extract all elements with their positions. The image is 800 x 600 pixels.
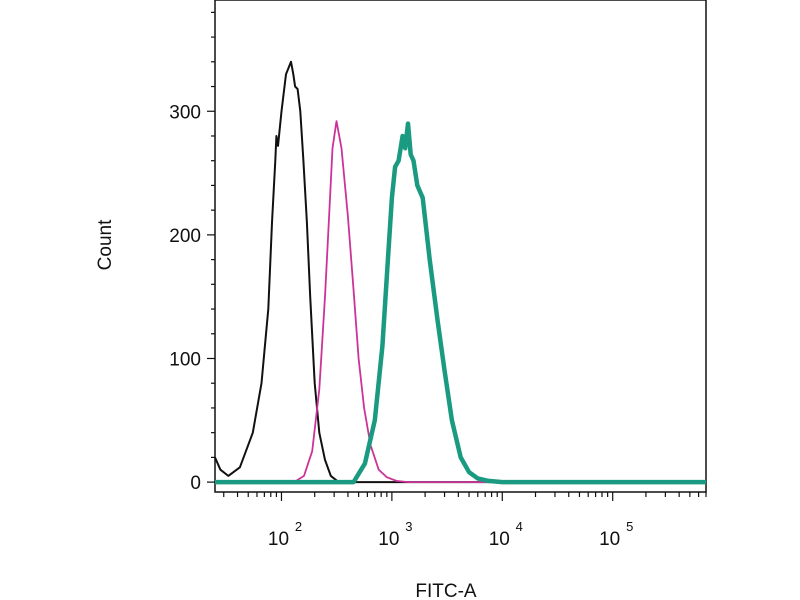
y-axis-ticks: 0 100 200 300 (169, 11, 215, 494)
plot-frame (214, 0, 707, 493)
x-tick-label: 10 (268, 529, 289, 550)
y-tick-label: 200 (169, 226, 201, 247)
series-layer (214, 60, 706, 485)
x-tick-label: 10 (489, 529, 510, 550)
histogram-series-1 (214, 60, 706, 484)
x-tick-label: 10 (378, 529, 399, 550)
y-tick-label: 100 (169, 349, 201, 370)
histogram-series-2 (215, 120, 706, 484)
y-tick-label: 0 (190, 473, 201, 494)
x-tick-exponent: 5 (626, 519, 633, 534)
x-tick-exponent: 3 (405, 519, 412, 534)
x-tick-label: 10 (599, 529, 620, 550)
x-tick-exponent: 4 (516, 519, 523, 534)
histogram-series-3 (215, 121, 706, 485)
x-tick-exponent: 2 (295, 519, 302, 534)
y-tick-label: 300 (169, 102, 201, 123)
y-axis-title: Count (95, 219, 116, 270)
x-axis-title: FITC-A (415, 581, 477, 600)
x-axis-ticks: 10 2 10 3 10 4 10 5 (223, 492, 707, 550)
